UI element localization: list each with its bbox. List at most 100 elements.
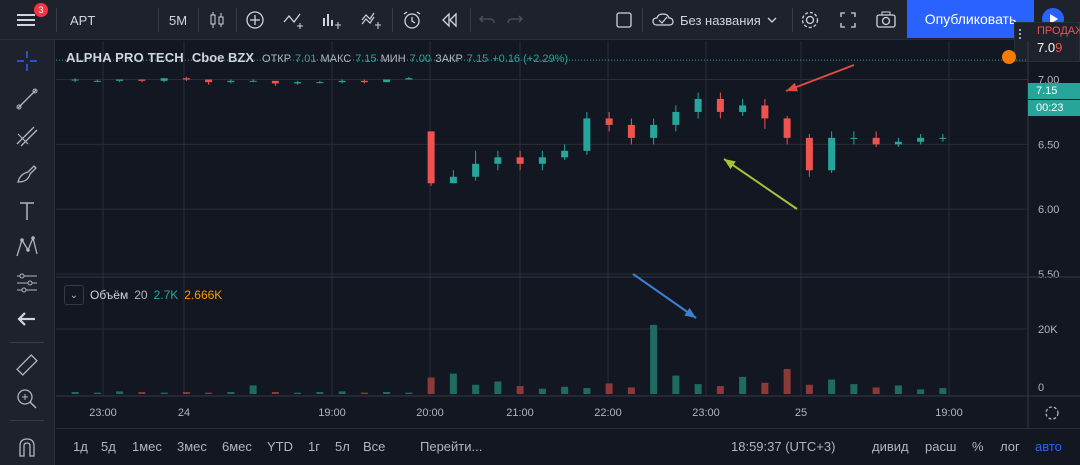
hamburger-icon (17, 14, 35, 26)
interval-button[interactable]: 5M (168, 12, 188, 28)
add-indicator-icon[interactable] (240, 0, 270, 40)
volume-legend: ⌄ Объём 20 2.7K 2.666K (64, 285, 222, 305)
volume-bar (271, 392, 279, 394)
symbol-search[interactable]: APT (70, 12, 96, 28)
time-axis-label: 24 (178, 407, 190, 419)
magnet-icon[interactable] (14, 434, 40, 460)
option-percent[interactable]: % (972, 439, 984, 454)
crosshair-icon[interactable] (14, 48, 40, 74)
volume-bar (427, 377, 435, 394)
candle-body (850, 137, 858, 139)
clock-timezone[interactable]: 18:59:37 (UTC+3) (731, 439, 836, 454)
trend-line-icon[interactable] (14, 86, 40, 112)
open-value: 7.01 (295, 53, 317, 65)
camera-icon[interactable] (872, 0, 900, 40)
expand-icon[interactable] (834, 0, 862, 40)
candle-body (627, 124, 635, 138)
range-6m[interactable]: 6мес (222, 439, 252, 454)
axis-settings-gear-icon (1045, 406, 1059, 420)
volume-bar (405, 392, 413, 394)
volume-collapse-toggle[interactable]: ⌄ (64, 285, 84, 305)
price-axis-label: 6.00 (1038, 204, 1059, 216)
option-log[interactable]: лог (1000, 439, 1020, 454)
option-auto[interactable]: авто (1035, 439, 1062, 454)
sell-label[interactable]: ПРОДАЖ (1037, 25, 1080, 37)
volume-bar (227, 392, 235, 394)
range-ytd[interactable]: YTD (267, 439, 293, 454)
volume-bar (872, 387, 880, 394)
volume-name[interactable]: Объём (90, 288, 129, 302)
volume-bar (538, 388, 546, 394)
templates-icon[interactable] (356, 0, 388, 40)
drag-handle-icon[interactable] (1018, 27, 1022, 39)
menu-button[interactable] (6, 0, 46, 40)
bottom-toolbar: 1д 5д 1мес 3мес 6мес YTD 1г 5л Все Перей… (56, 428, 1080, 465)
indicators-icon[interactable] (316, 0, 348, 40)
candle-body (828, 137, 836, 171)
sell-price[interactable]: 7.09 (1037, 40, 1063, 55)
candles-icon[interactable] (202, 0, 232, 40)
countdown-tag: 00:23 (1028, 100, 1080, 116)
play-icon (1050, 14, 1058, 24)
legend-exchange: Cboe BZX (191, 50, 255, 65)
fullscreen-square-icon[interactable] (610, 0, 638, 40)
candle-body (650, 124, 658, 138)
volume-value-a: 2.7K (153, 288, 179, 302)
annotation-arrow-green (723, 158, 798, 210)
volume-bar (71, 392, 79, 394)
trade-panel[interactable]: ПРОДАЖ 7.09 (1014, 22, 1080, 62)
chart-canvas[interactable]: 7.00 6.50 6.00 5.50 20K 0 23:00 24 19:00 20:00 21:… (56, 41, 1080, 429)
layout-menu[interactable]: Без названия (646, 0, 792, 40)
volume-bar (783, 368, 791, 394)
option-dividends[interactable]: дивид (872, 439, 909, 454)
back-arrow-icon[interactable] (14, 306, 40, 332)
range-1d[interactable]: 1д (73, 439, 88, 454)
settings-gear-icon[interactable] (796, 0, 824, 40)
volume-bar (894, 385, 902, 394)
undo-icon[interactable] (474, 0, 500, 40)
volume-bar (850, 384, 858, 394)
candle-body (405, 78, 413, 80)
time-axis-label: 19:00 (935, 407, 963, 419)
candle-body (182, 78, 190, 80)
volume-bar (205, 392, 213, 394)
publish-button[interactable]: Опубликовать (907, 0, 1034, 38)
price-chart[interactable]: 7.00 6.50 6.00 5.50 20K 0 23:00 24 19:00 20:00 21:… (56, 41, 1080, 465)
candle-body (716, 98, 724, 112)
volume-bar (449, 373, 457, 394)
range-5y[interactable]: 5л (335, 439, 350, 454)
earnings-event-icon[interactable] (1002, 50, 1016, 64)
zoom-in-icon[interactable] (14, 386, 40, 412)
annotation-arrow-blue (632, 273, 697, 319)
volume-bar (627, 387, 635, 394)
volume-bar (516, 386, 524, 394)
range-1m[interactable]: 1мес (132, 439, 162, 454)
price-axis-label: 5.50 (1038, 269, 1059, 281)
high-value: 7.15 (355, 53, 377, 65)
candle-body (449, 176, 457, 184)
volume-bar (805, 384, 813, 394)
legend-symbol[interactable]: ALPHA PRO TECH (66, 50, 184, 65)
pattern-icon[interactable] (14, 234, 40, 260)
range-1y[interactable]: 1г (308, 439, 320, 454)
range-3m[interactable]: 3мес (177, 439, 207, 454)
range-all[interactable]: Все (363, 439, 386, 454)
redo-icon[interactable] (502, 0, 528, 40)
alert-icon[interactable] (396, 0, 428, 40)
change-value: +0.16 (+2.29%) (492, 53, 569, 65)
volume-bar (160, 392, 168, 394)
goto-date[interactable]: Перейти... (420, 439, 483, 454)
replay-icon[interactable] (434, 0, 466, 40)
option-extended[interactable]: расш (925, 439, 957, 454)
volume-axis-label: 20K (1038, 324, 1058, 336)
brush-icon[interactable] (14, 162, 40, 188)
fib-retracement-icon[interactable] (14, 124, 40, 150)
ruler-icon[interactable] (14, 352, 40, 378)
annotation-arrow-red-head (786, 82, 798, 92)
text-tool-icon[interactable] (14, 198, 40, 224)
measure-icon[interactable] (14, 270, 40, 296)
range-5d[interactable]: 5д (101, 439, 116, 454)
notification-badge: 3 (34, 3, 48, 17)
volume-bar (338, 391, 346, 394)
compare-icon[interactable] (278, 0, 310, 40)
